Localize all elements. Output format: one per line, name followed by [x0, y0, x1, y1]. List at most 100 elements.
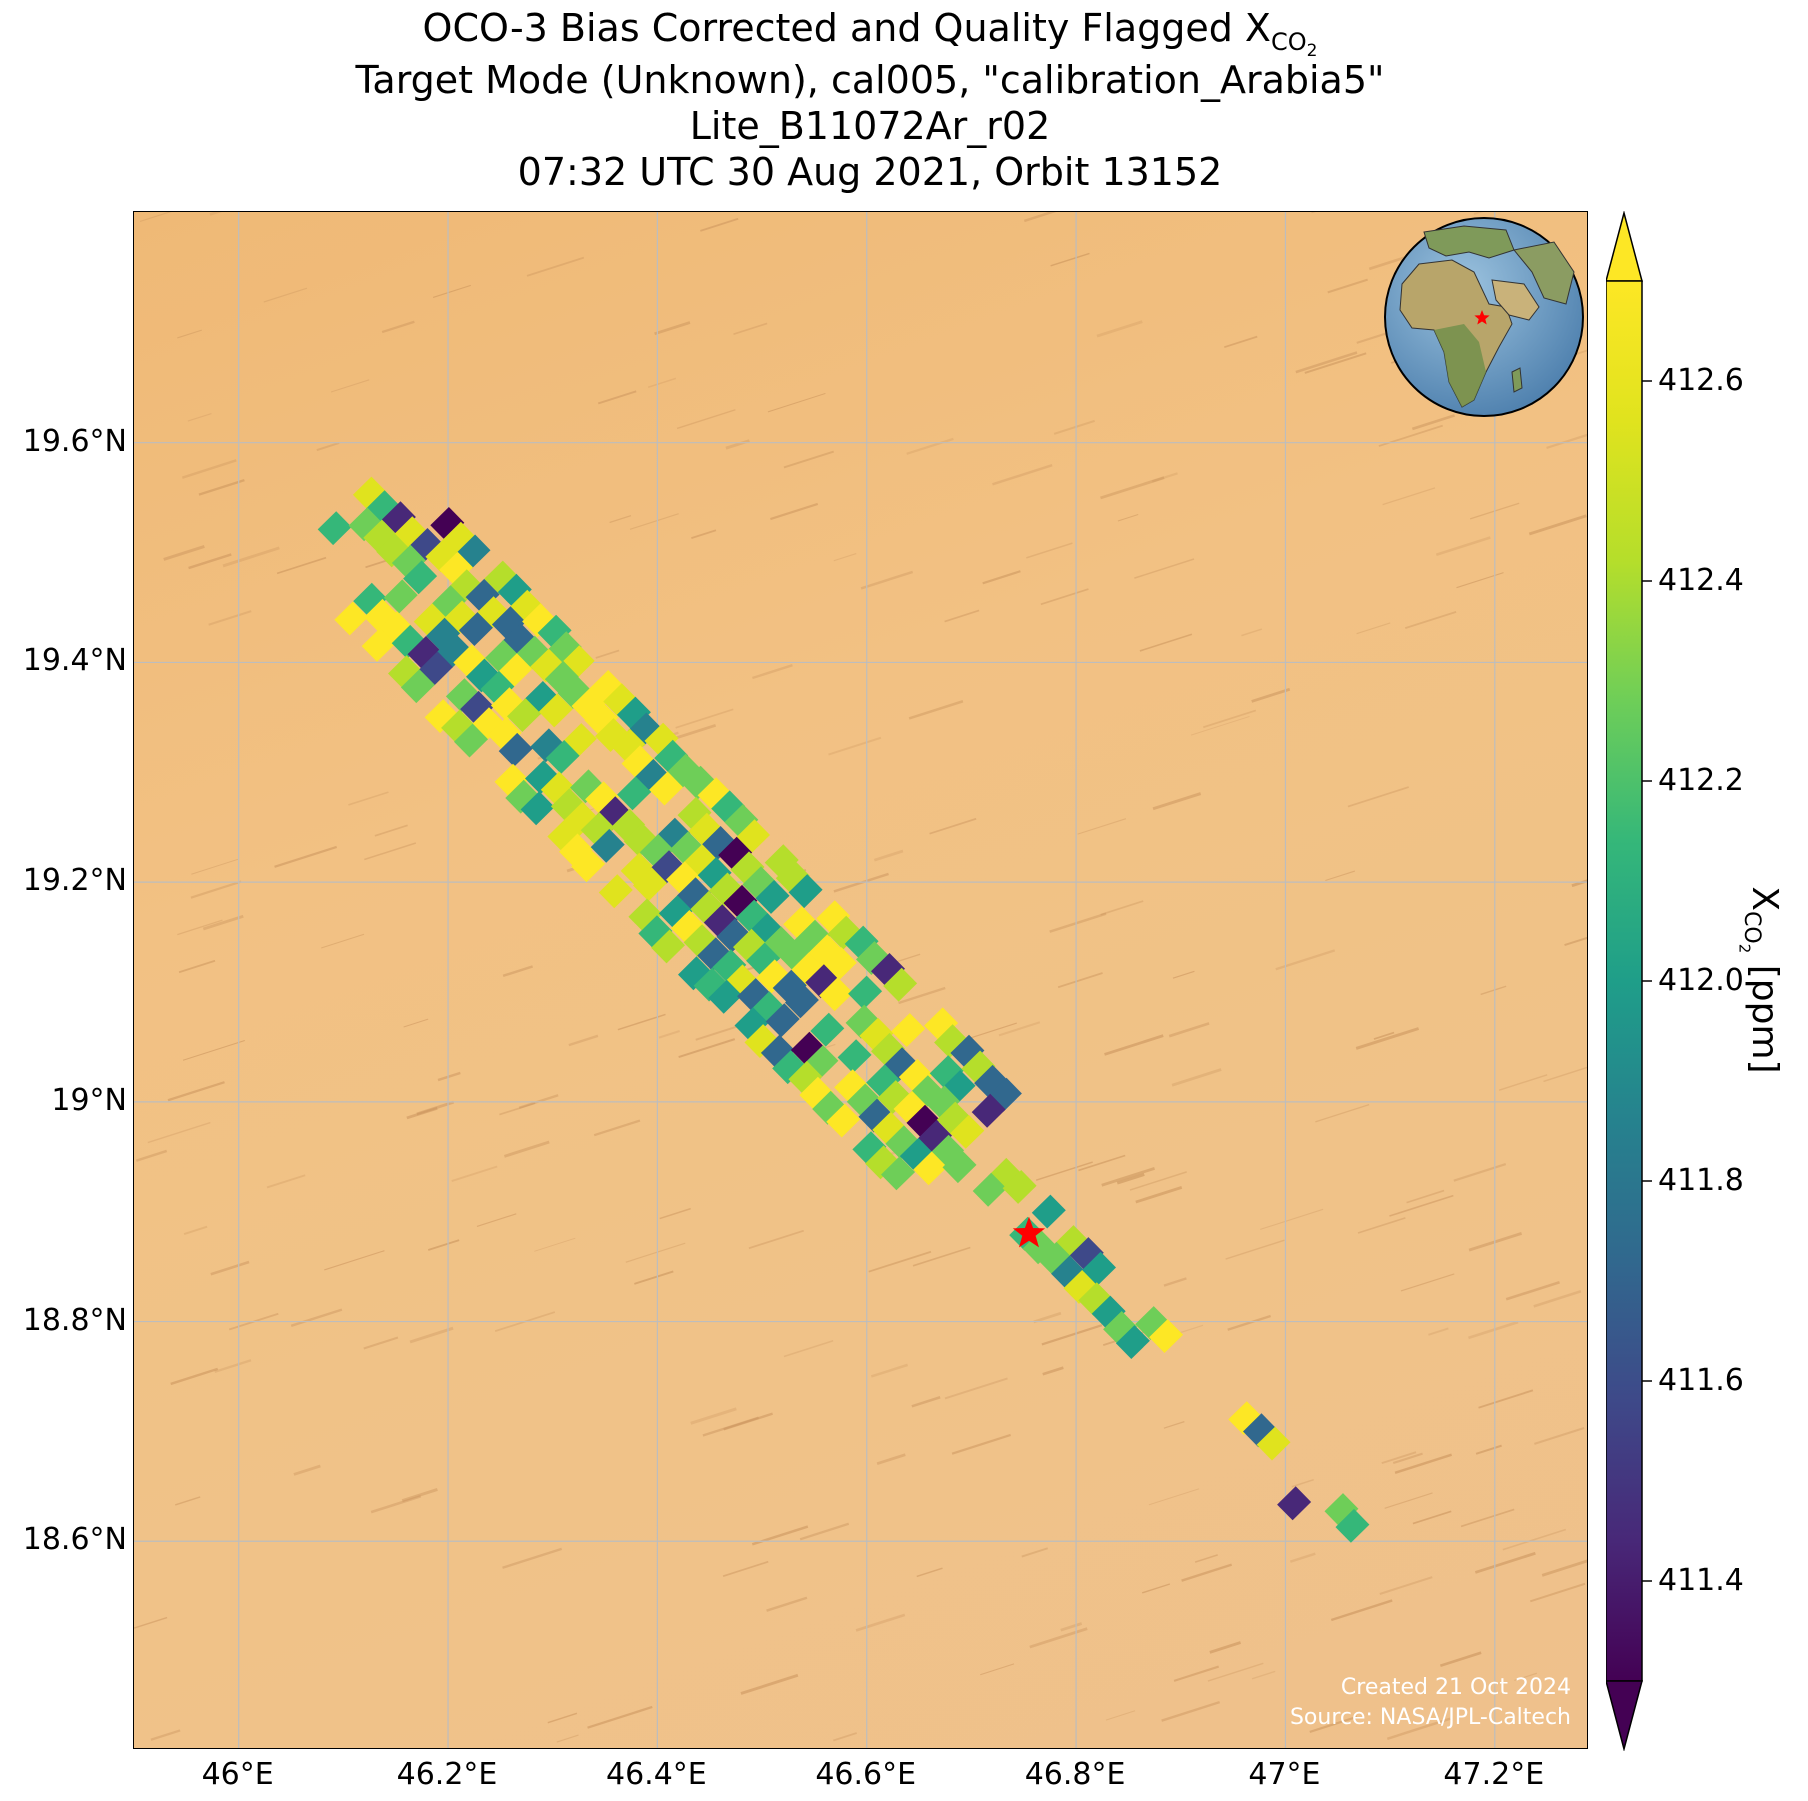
dune-streak	[1152, 792, 1202, 811]
dune-streak	[321, 933, 365, 949]
xco2-footprint	[595, 718, 629, 752]
dune-streak	[1040, 588, 1089, 606]
dune-streak	[1049, 912, 1107, 933]
dune-streak	[1514, 1672, 1538, 1682]
xco2-footprint	[516, 635, 551, 670]
xco2-footprint	[1082, 1251, 1116, 1286]
dune-streak	[330, 379, 370, 393]
dune-streak	[833, 553, 857, 562]
xco2-footprint	[667, 753, 702, 788]
dune-streak	[1104, 1034, 1164, 1056]
xco2-footprint	[883, 967, 918, 1002]
xco2-footprint	[790, 1031, 825, 1066]
xco2-footprint	[391, 544, 426, 579]
xco2-footprint	[540, 771, 575, 806]
dune-streak	[654, 321, 691, 336]
lon-tick-label: 46.8°E	[1024, 1757, 1126, 1792]
xco2-footprint	[628, 898, 663, 933]
dune-streak	[828, 736, 882, 756]
dune-streak	[1456, 572, 1504, 589]
xco2-footprint	[775, 860, 810, 894]
dune-streak	[499, 1102, 536, 1116]
lon-tick-label: 47.2°E	[1443, 1757, 1545, 1792]
dune-streak	[167, 1081, 225, 1102]
xco2-footprint	[764, 844, 799, 879]
dune-streak	[1505, 1280, 1560, 1301]
xco2-footprint	[898, 1058, 933, 1093]
xco2-footprint	[418, 651, 453, 686]
dune-streak	[181, 459, 237, 479]
dune-streak	[1251, 1670, 1276, 1680]
dune-streak	[190, 880, 242, 899]
dune-streak	[1534, 1426, 1585, 1445]
xco2-footprint	[783, 906, 818, 940]
dune-streak	[1190, 715, 1250, 736]
dune-streak	[1564, 936, 1587, 947]
xco2-footprint	[682, 765, 717, 800]
xco2-footprint	[1256, 1426, 1291, 1461]
dune-streak	[191, 858, 239, 875]
gridlines	[134, 212, 1587, 1748]
xco2-footprint	[381, 501, 416, 536]
dune-streak	[1411, 414, 1455, 431]
xco2-footprint	[484, 560, 519, 595]
dune-streak	[916, 1567, 943, 1578]
xco2-footprint	[453, 644, 488, 679]
dune-streak	[1460, 1508, 1515, 1528]
dune-streak	[1033, 1311, 1062, 1324]
xco2-footprint	[756, 959, 791, 994]
dune-streak	[1541, 1559, 1587, 1577]
dune-streak	[139, 212, 172, 223]
dune-streak	[690, 1407, 737, 1425]
xco2-footprint	[1038, 1241, 1072, 1276]
dune-streak	[1480, 985, 1507, 996]
dune-streak	[1453, 1162, 1507, 1182]
dune-streak	[503, 1140, 550, 1158]
dune-streak	[174, 1496, 201, 1506]
dune-streak	[1543, 1066, 1587, 1083]
dune-streak	[1295, 351, 1358, 374]
map-panel[interactable]: Created 21 Oct 2024 Source: NASA/JPL-Cal…	[133, 211, 1588, 1749]
xco2-footprint	[961, 1050, 996, 1085]
dune-streak	[1533, 1289, 1582, 1308]
xco2-footprint	[616, 696, 651, 731]
xco2-footprint	[737, 978, 772, 1012]
xco2-footprint	[1069, 1237, 1104, 1272]
xco2-footprint	[848, 975, 883, 1010]
xco2-footprint	[735, 899, 770, 934]
xco2-footprint	[383, 579, 418, 614]
xco2-footprint	[465, 578, 500, 613]
lon-tick-label: 46.2°E	[396, 1757, 498, 1792]
dune-streak	[868, 1250, 932, 1273]
dune-streak	[799, 1522, 850, 1541]
dune-streak	[1528, 514, 1587, 536]
dune-streak	[187, 412, 212, 422]
dune-streak	[1163, 1277, 1187, 1287]
colorbar-tick-label: 412.4	[1658, 563, 1744, 598]
dune-streak	[1475, 1444, 1502, 1455]
dune-streak	[534, 1237, 576, 1252]
dune-streak	[1050, 252, 1090, 267]
xco2-footprint	[430, 507, 465, 541]
xco2-footprint	[885, 1125, 920, 1160]
xco2-footprint	[711, 790, 746, 825]
dune-streak	[766, 1596, 808, 1612]
xco2-footprint	[391, 624, 426, 659]
xco2-footprint	[491, 606, 526, 641]
dune-streak	[908, 700, 964, 720]
xco2-footprint	[858, 1098, 893, 1133]
xco2-footprint	[590, 828, 625, 863]
xco2-footprint	[388, 655, 422, 690]
xco2-footprint	[364, 598, 398, 633]
dune-streak	[163, 544, 205, 561]
map-canvas[interactable]	[134, 212, 1588, 1749]
dune-streak	[208, 610, 252, 626]
dune-streak	[740, 1673, 799, 1695]
xco2-footprint	[918, 1119, 952, 1154]
lon-tick-label: 47°E	[1248, 1757, 1321, 1792]
dune-streak	[348, 791, 389, 806]
dune-streak	[898, 986, 946, 1005]
xco2-footprint	[598, 874, 633, 909]
dune-streak	[409, 1326, 454, 1344]
dune-streak	[222, 546, 280, 568]
